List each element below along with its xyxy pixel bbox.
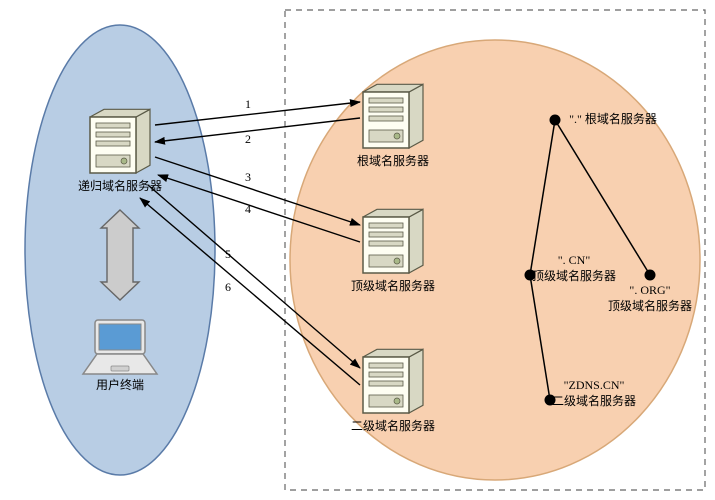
recursive-server-label: 递归域名服务器 <box>78 179 162 195</box>
tree-node-root <box>550 115 561 126</box>
sld-server-label: 二级域名服务器 <box>351 419 435 435</box>
tree-label-zdns: "ZDNS.CN"二级域名服务器 <box>552 378 636 409</box>
arrow-number-6: 6 <box>225 280 231 295</box>
tld-server-icon <box>363 209 423 273</box>
tree-label-root: "." 根域名服务器 <box>569 112 657 128</box>
arrow-number-1: 1 <box>245 97 251 112</box>
root-server-icon <box>363 84 423 148</box>
root-server-label: 根域名服务器 <box>357 154 429 170</box>
arrow-number-5: 5 <box>225 247 231 262</box>
sld-server-icon <box>363 349 423 413</box>
arrow-number-3: 3 <box>245 170 251 185</box>
recursive-server-icon <box>90 109 150 173</box>
tld-server-label: 顶级域名服务器 <box>351 279 435 295</box>
arrow-number-4: 4 <box>245 202 251 217</box>
tree-node-org <box>645 270 656 281</box>
authoritative-group <box>290 40 700 480</box>
user-resolver-arrow <box>101 210 139 300</box>
tree-label-org: ". ORG"顶级域名服务器 <box>608 283 692 314</box>
tree-label-cn: ". CN"顶级域名服务器 <box>532 253 616 284</box>
arrow-number-2: 2 <box>245 132 251 147</box>
laptop-label: 用户终端 <box>96 378 144 394</box>
